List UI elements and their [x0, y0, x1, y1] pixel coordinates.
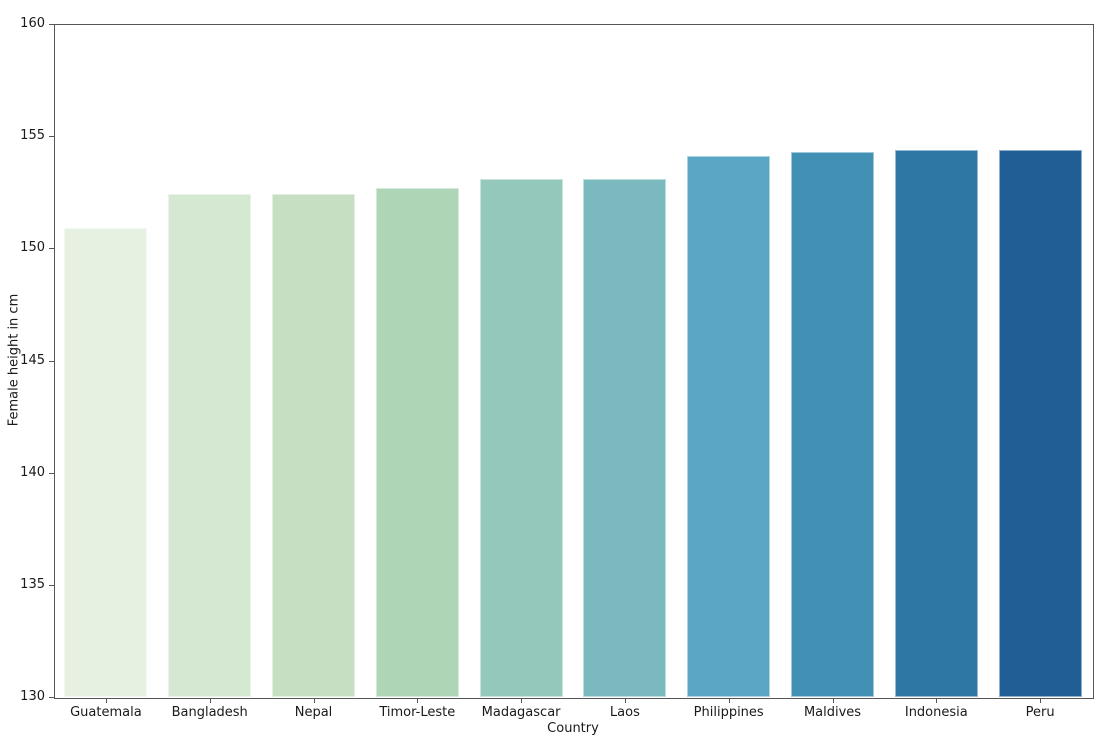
- x-tick-label: Madagascar: [481, 705, 561, 720]
- x-tick-label: Bangladesh: [171, 705, 248, 720]
- x-tick-mark: [624, 698, 626, 703]
- x-tick-mark: [105, 698, 107, 703]
- y-tick-label: 155: [20, 128, 45, 144]
- x-tick-label: Laos: [609, 705, 640, 720]
- x-tick-mark: [521, 698, 523, 703]
- y-tick-label: 150: [20, 240, 45, 256]
- x-tick-label: Guatemala: [70, 705, 142, 720]
- y-tick-mark: [49, 136, 54, 138]
- bar-laos: [583, 178, 667, 697]
- x-tick-mark: [832, 698, 834, 703]
- bar-maldives: [790, 151, 874, 697]
- y-tick-label: 145: [20, 352, 45, 368]
- x-tick-label: Timor-Leste: [379, 705, 456, 720]
- x-tick-label: Indonesia: [904, 705, 968, 720]
- bar-bangladesh: [168, 194, 252, 697]
- x-tick-mark: [1040, 698, 1042, 703]
- y-tick-label: 130: [20, 689, 45, 704]
- y-tick-label: 140: [20, 464, 45, 480]
- x-tick-label: Peru: [1025, 705, 1055, 720]
- y-tick-label: 135: [20, 576, 45, 592]
- bar-nepal: [271, 194, 355, 697]
- bar-timor-leste: [375, 187, 459, 697]
- y-tick-mark: [49, 584, 54, 586]
- bar-indonesia: [894, 149, 978, 697]
- y-tick-label: 160: [20, 16, 45, 31]
- x-tick-mark: [728, 698, 730, 703]
- y-tick-mark: [49, 697, 54, 698]
- bar-peru: [998, 149, 1082, 697]
- bar-guatemala: [64, 228, 148, 697]
- y-tick-mark: [49, 360, 54, 362]
- x-tick-mark: [936, 698, 938, 703]
- bar-philippines: [687, 156, 771, 697]
- x-tick-label: Nepal: [294, 705, 333, 720]
- x-tick-mark: [417, 698, 419, 703]
- bar-madagascar: [479, 178, 563, 697]
- x-axis-label: Country: [547, 721, 599, 736]
- y-tick-mark: [49, 248, 54, 250]
- x-tick-mark: [209, 698, 211, 703]
- y-tick-mark: [49, 24, 54, 25]
- x-tick-mark: [313, 698, 315, 703]
- x-tick-label: Maldives: [803, 705, 862, 720]
- y-tick-mark: [49, 472, 54, 474]
- x-tick-label: Philippines: [693, 705, 764, 720]
